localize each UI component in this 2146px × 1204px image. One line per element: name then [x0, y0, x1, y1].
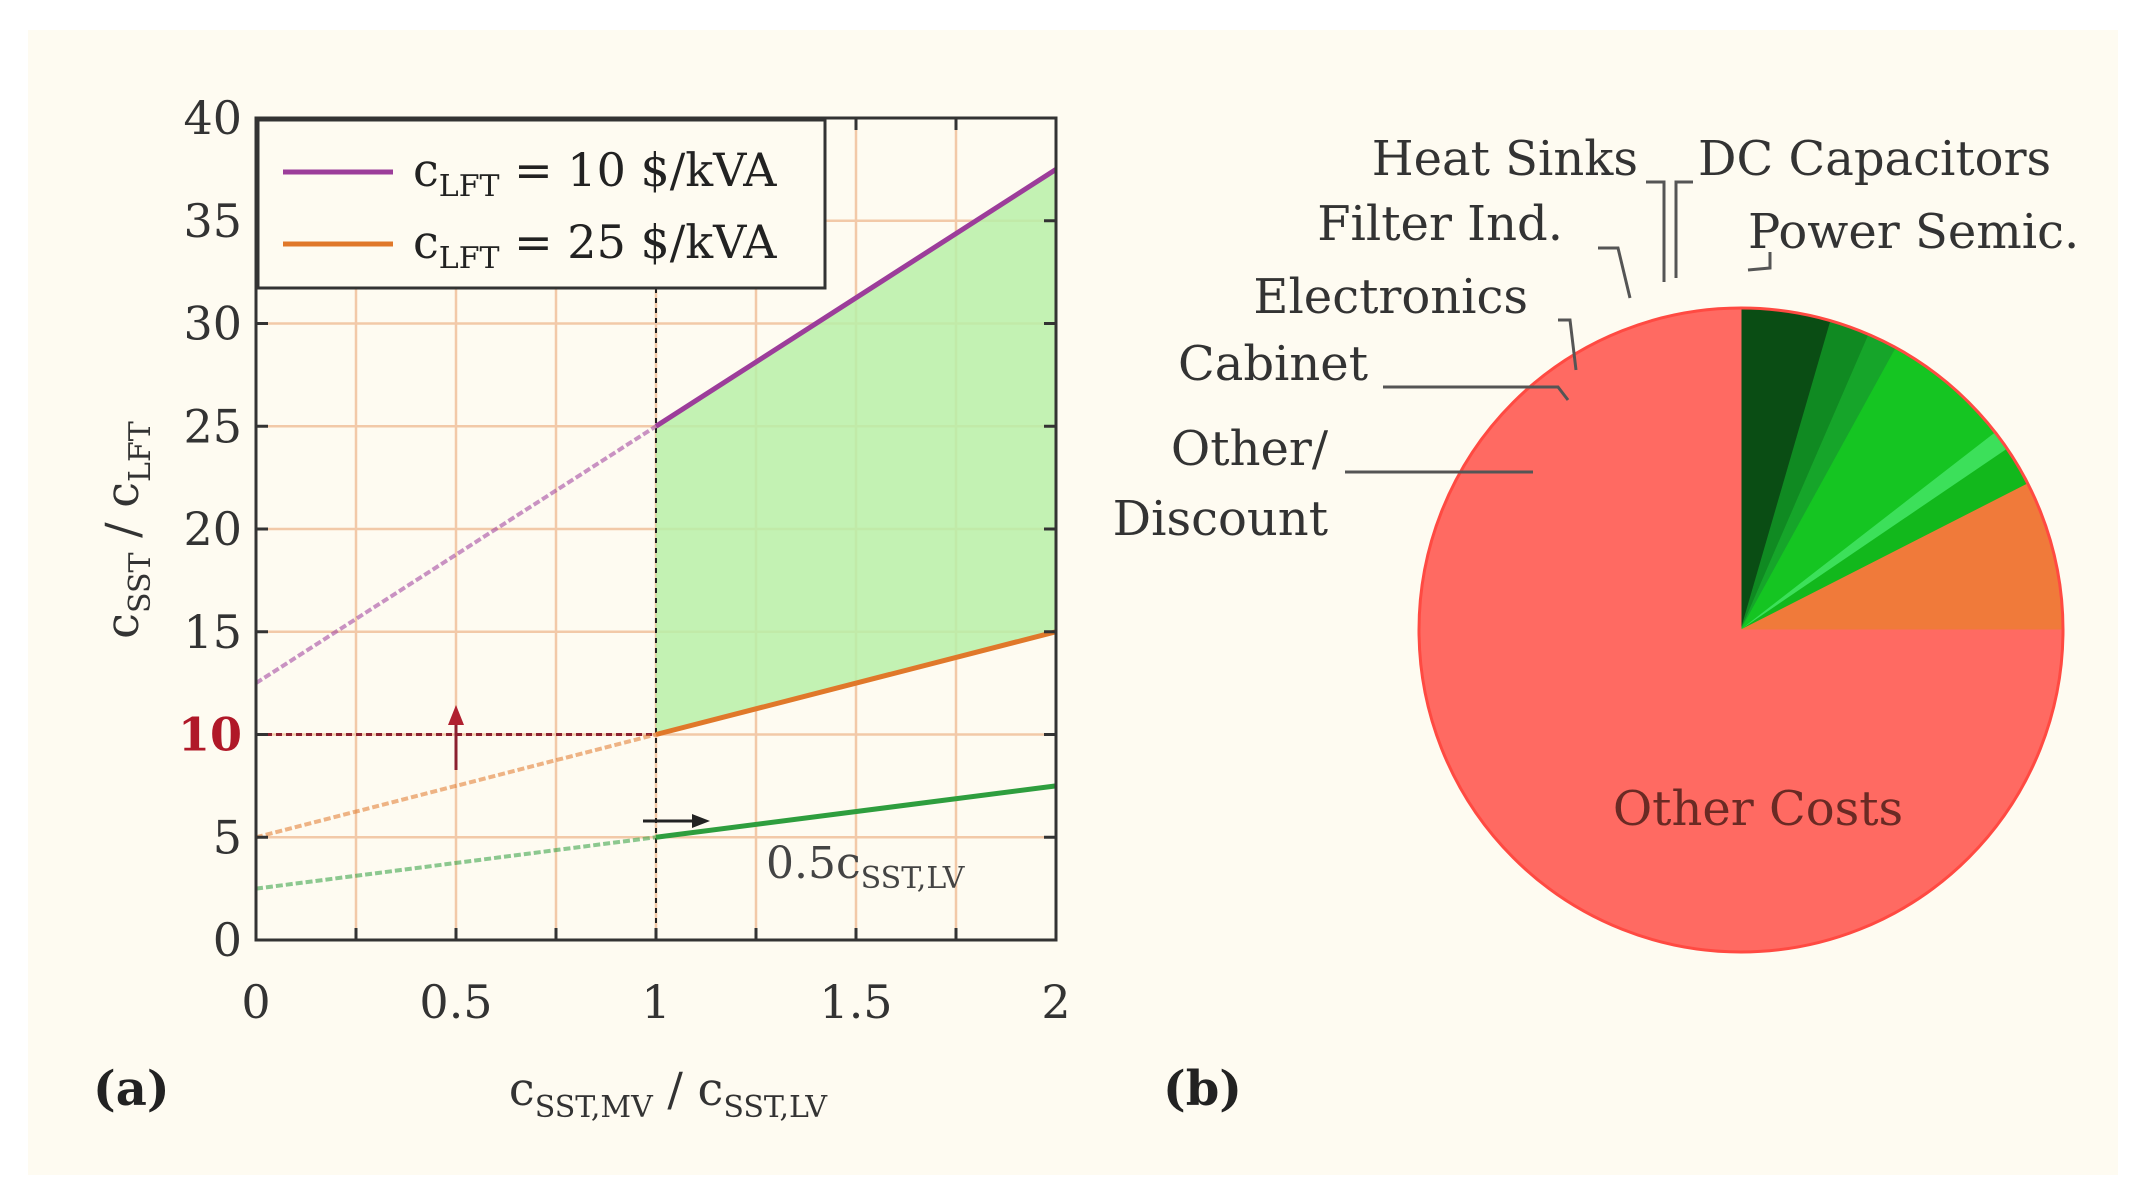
y-axis-title: cSST / cLFT	[95, 421, 158, 639]
y-tick-label: 25	[183, 399, 242, 453]
y-tick-label: 15	[183, 605, 242, 659]
pie-label-cabinet: Cabinet	[1178, 336, 1368, 392]
series-lines	[254, 167, 1058, 891]
legend: cLFT = 10 $/kVA cLFT = 25 $/kVA	[256, 118, 827, 290]
series-line-lft10	[654, 167, 1058, 429]
x-tick-label: 0.5	[419, 975, 492, 1029]
pie-leader-power-semic	[1747, 252, 1772, 272]
y-tick-label: 30	[183, 297, 242, 351]
arrow-right-icon	[643, 814, 710, 828]
pie-label-power-semic: Power Semic.	[1748, 204, 2079, 260]
pie-label-heat-sinks: Heat Sinks	[1372, 131, 1638, 187]
y-tick-label: 20	[183, 502, 242, 556]
x-tick-label: 1	[641, 975, 670, 1029]
legend-label-lft25: cLFT = 25 $/kVA	[413, 215, 777, 276]
pie-leader-dc-capacitors	[1674, 180, 1693, 278]
x-axis-title: cSST,MV / cSST,LV	[509, 1062, 828, 1125]
x-tick-label: 2	[1041, 975, 1070, 1029]
y-tick-label: 5	[213, 810, 242, 864]
y-tick-label: 35	[183, 194, 242, 248]
series-line-lft10-left	[254, 424, 658, 685]
y-tick-label: 10	[178, 708, 242, 762]
figure-panel: 0 5 10 15 20 25 30 35 40 0 0.5 1 1.5 2 cLFT = 10 $/kV…	[28, 30, 2118, 1175]
legend-label-lft10: cLFT = 10 $/kVA	[413, 143, 777, 204]
figure-svg: 0 5 10 15 20 25 30 35 40 0 0.5 1 1.5 2 cLFT = 10 $/kV…	[93, 91, 2080, 1125]
pie-label-electronics: Electronics	[1253, 269, 1528, 325]
pie-leader-heat-sinks	[1646, 180, 1666, 282]
series-line-lft25-left	[255, 732, 657, 840]
arrow-up-icon	[448, 705, 464, 770]
axis-ticks: 0 5 10 15 20 25 30 35 40 0 0.5 1 1.5 2	[178, 91, 1071, 1029]
pie-label-dc-capacitors: DC Capacitors	[1698, 131, 2051, 187]
pie-label-other-costs: Other Costs	[1613, 781, 1903, 837]
pie-label-filter-ind: Filter Ind.	[1317, 196, 1563, 252]
panel-label-b: (b)	[1163, 1061, 1242, 1117]
series-line-half-sst-lv-left	[255, 835, 657, 891]
y-tick-label: 40	[183, 91, 242, 145]
pie-label-other-discount-line2: Discount	[1113, 491, 1328, 547]
pie-leader-cabinet	[1383, 385, 1570, 401]
shaded-region	[656, 169, 1056, 735]
pie-leader-electronics	[1558, 318, 1578, 371]
series-line-lft25	[655, 629, 1057, 737]
annotation-half-sst-lv: 0.5cSST,LV	[766, 838, 966, 896]
pie-chart	[1417, 306, 2065, 954]
x-tick-label: 1.5	[819, 975, 892, 1029]
y-tick-label: 0	[213, 913, 242, 967]
series-line-half-sst-lv	[655, 783, 1057, 840]
x-tick-label: 0	[241, 975, 270, 1029]
pie-leader-filter-ind	[1598, 246, 1632, 299]
pie-outline	[1417, 306, 2065, 954]
panel-label-a: (a)	[93, 1061, 170, 1117]
pie-label-other-discount: Other/	[1171, 421, 1329, 477]
pie-labels: Power Semic. DC Capacitors Heat Sinks Filte…	[1113, 131, 2080, 837]
